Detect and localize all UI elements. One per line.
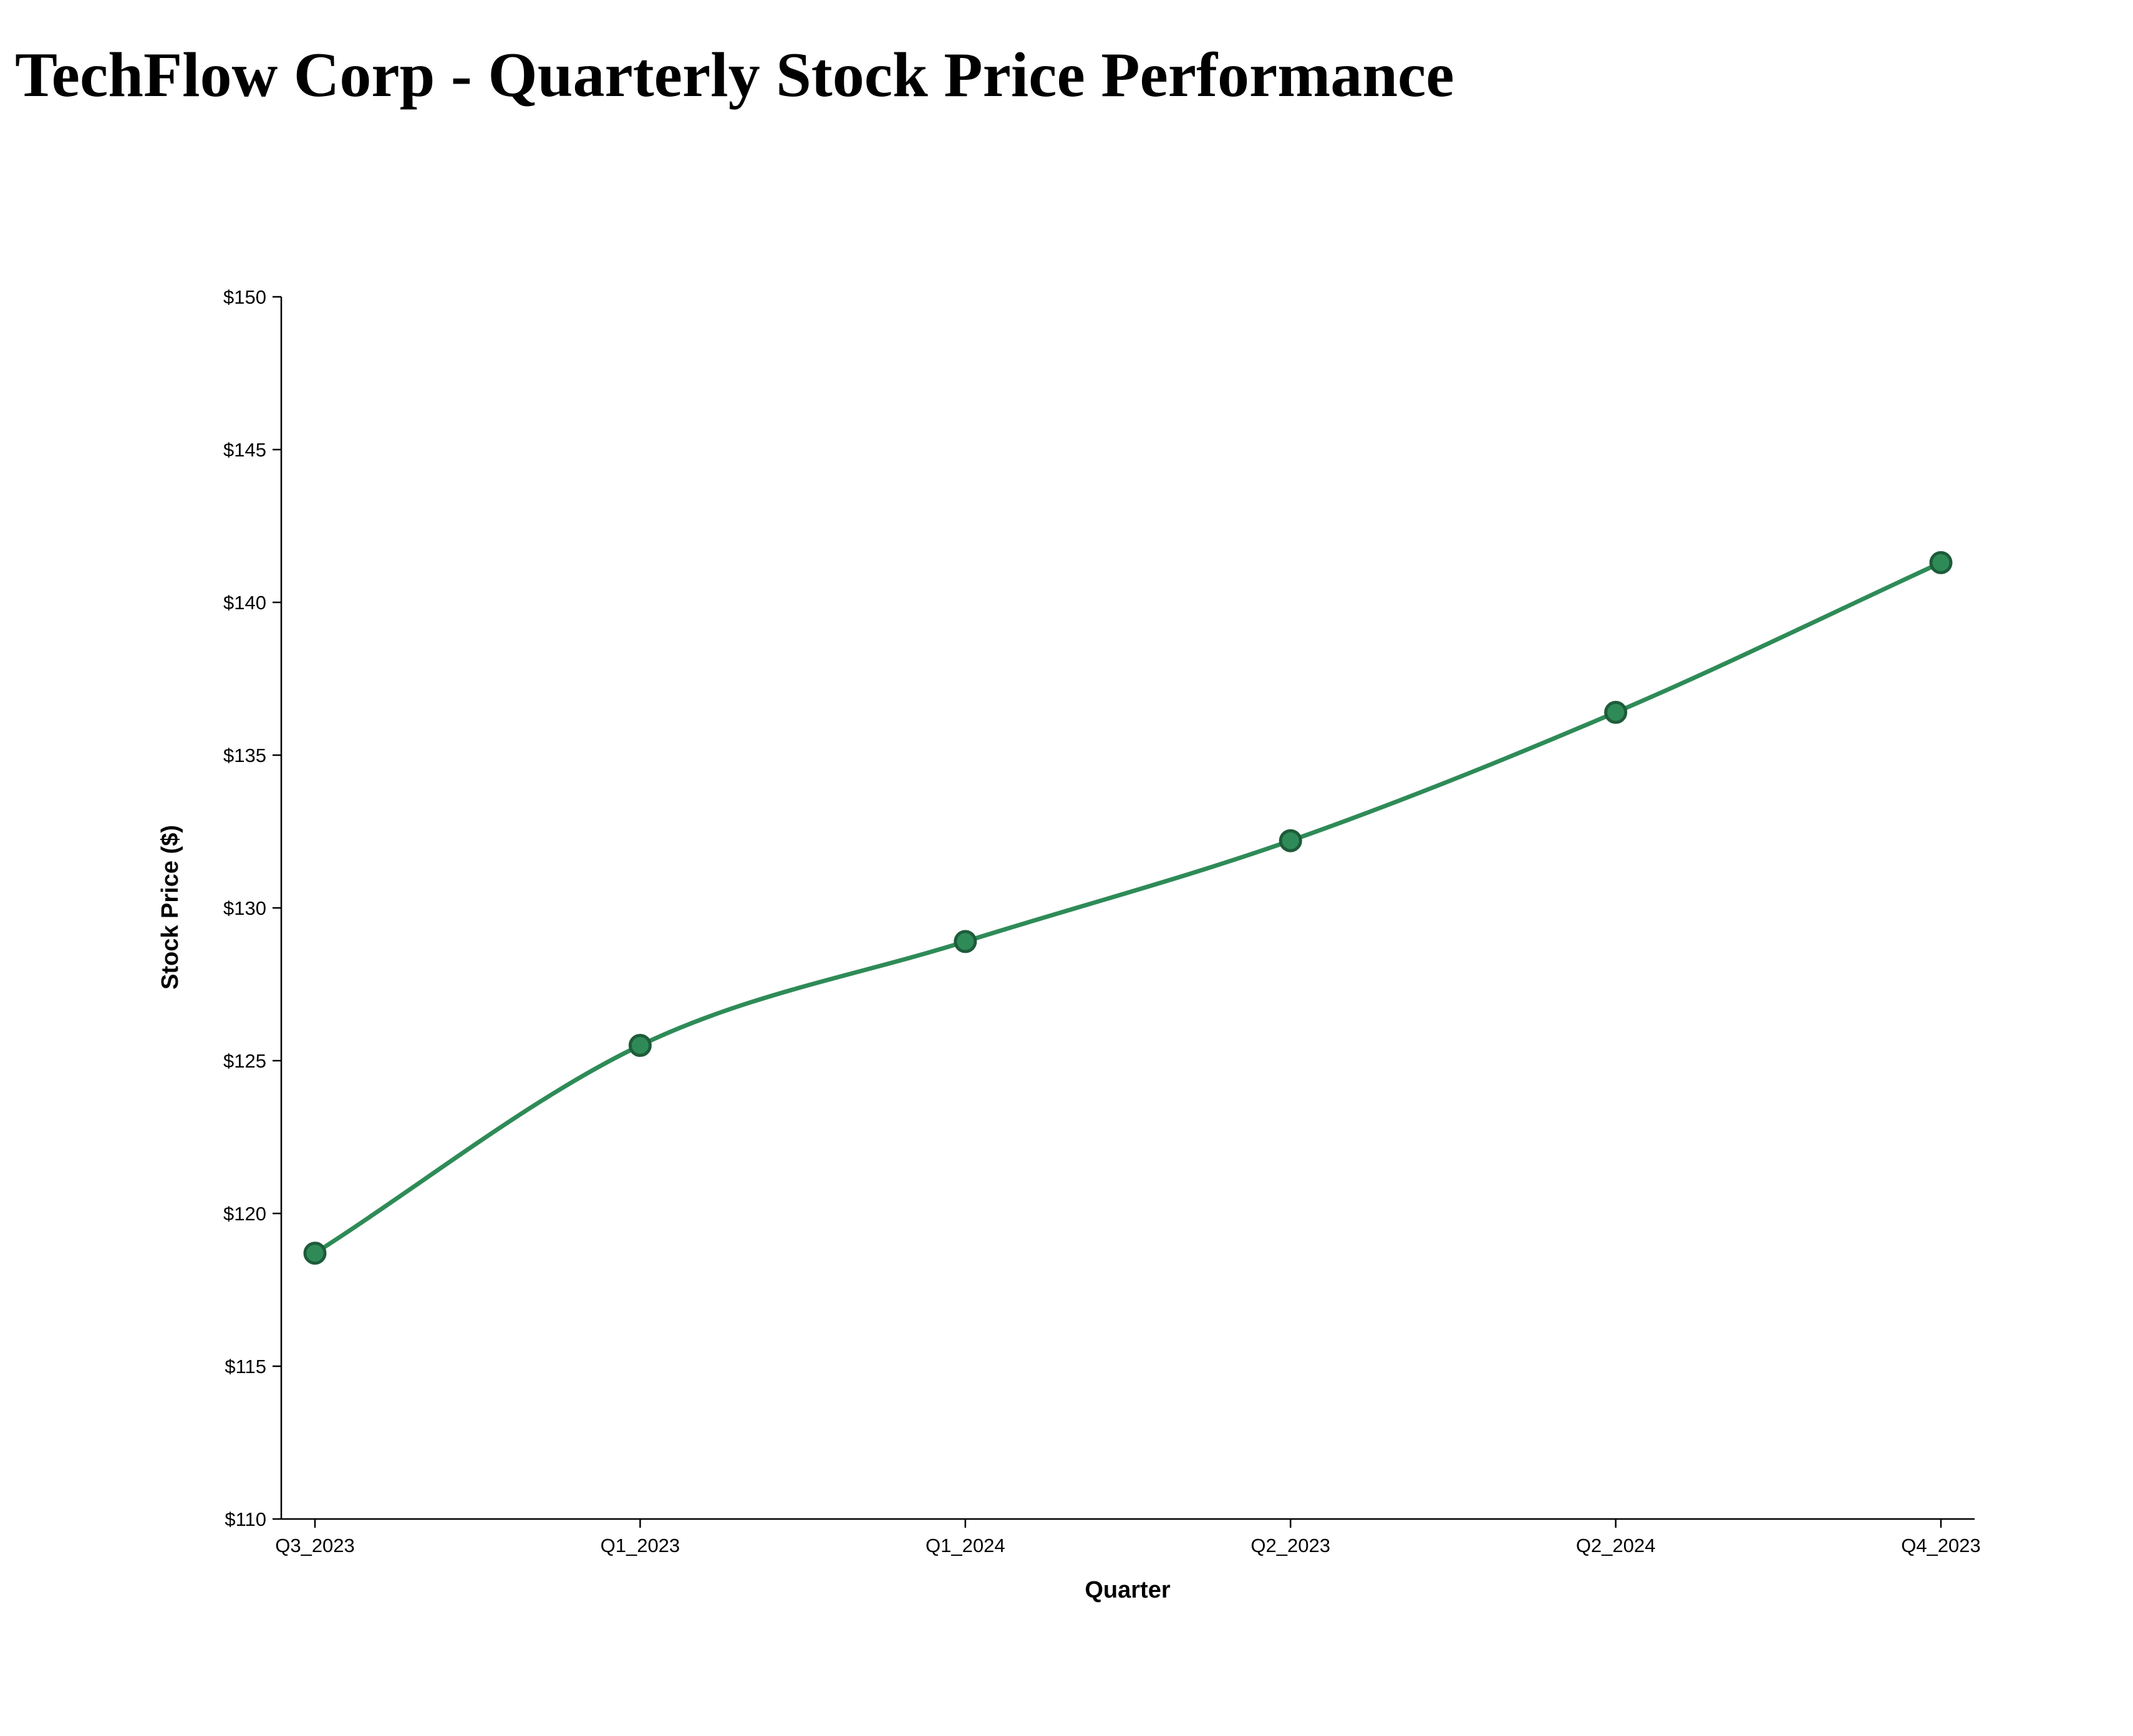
y-tick-label: $110 xyxy=(225,1508,266,1530)
y-axis-title: Stock Price ($) xyxy=(157,825,183,990)
y-tick-label: $135 xyxy=(223,745,266,766)
data-point[interactable] xyxy=(954,930,977,953)
y-axis: $110 $115 $120 $125 $130 $135 $140 $145 $150 xyxy=(223,286,283,1530)
data-point[interactable] xyxy=(1604,700,1628,724)
y-tick-label: $145 xyxy=(223,439,266,461)
x-tick-label: Q4_2023 xyxy=(1901,1535,1981,1556)
x-tick-label: Q3_2023 xyxy=(275,1535,355,1556)
series-layer xyxy=(303,551,1953,1265)
series-line xyxy=(312,560,1943,1256)
y-tick-label: $125 xyxy=(223,1050,266,1072)
data-point[interactable] xyxy=(628,1034,652,1057)
y-tick-label: $115 xyxy=(225,1356,266,1377)
y-tick-label: $130 xyxy=(223,897,266,919)
chart-title: TechFlow Corp - Quarterly Stock Price Pe… xyxy=(15,40,1454,110)
data-point[interactable] xyxy=(303,1242,327,1265)
y-tick-label: $150 xyxy=(223,286,266,308)
x-tick-label: Q2_2023 xyxy=(1250,1535,1330,1556)
x-axis: Q3_2023 Q1_2023 Q1_2024 Q2_2023 Q2_2024 Q4_20… xyxy=(275,1518,1981,1556)
y-tick-label: $140 xyxy=(223,592,266,614)
x-axis-title: Quarter xyxy=(1085,1577,1170,1603)
y-tick-label: $120 xyxy=(223,1203,266,1225)
x-tick-label: Q1_2023 xyxy=(601,1535,680,1556)
x-tick-label: Q1_2024 xyxy=(926,1535,1005,1556)
x-tick-label: Q2_2024 xyxy=(1576,1535,1656,1556)
data-point[interactable] xyxy=(1279,829,1302,852)
data-point[interactable] xyxy=(1929,551,1953,574)
